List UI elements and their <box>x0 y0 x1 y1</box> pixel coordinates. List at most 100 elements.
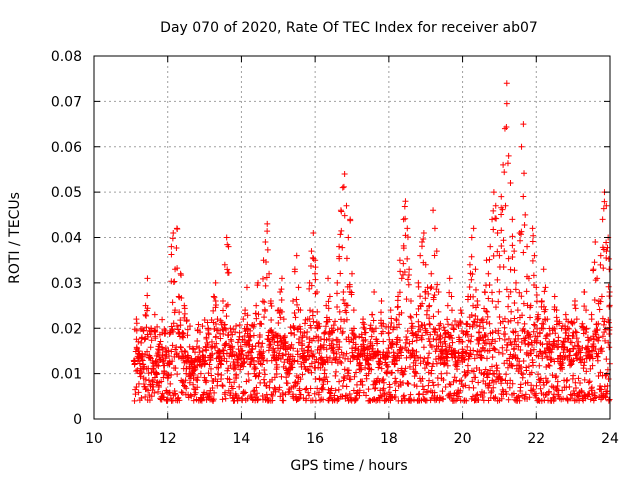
data-point <box>144 292 151 299</box>
data-point <box>472 286 479 293</box>
data-point <box>525 363 532 370</box>
data-point <box>448 293 455 300</box>
data-point <box>341 366 348 373</box>
data-point <box>485 384 492 391</box>
data-point <box>336 308 343 315</box>
data-point <box>570 345 577 352</box>
data-point <box>433 248 440 255</box>
data-point <box>597 346 604 353</box>
data-point <box>161 369 168 376</box>
data-point <box>573 335 580 342</box>
data-point <box>159 329 166 336</box>
data-point <box>601 383 608 390</box>
data-point <box>529 238 536 245</box>
data-point <box>220 307 227 314</box>
data-point <box>345 355 352 362</box>
data-point <box>515 335 522 342</box>
data-point <box>341 170 348 177</box>
data-point <box>336 253 343 260</box>
data-point <box>365 370 372 377</box>
data-point <box>333 350 340 357</box>
data-point <box>282 340 289 347</box>
data-point <box>446 391 453 398</box>
data-point <box>143 312 150 319</box>
data-point <box>397 378 404 385</box>
data-point <box>515 393 522 400</box>
data-point <box>152 335 159 342</box>
data-point <box>499 206 506 213</box>
data-point <box>311 353 318 360</box>
data-point <box>471 355 478 362</box>
data-point <box>604 244 611 251</box>
data-point <box>259 355 266 362</box>
data-point <box>500 237 507 244</box>
data-point <box>210 307 217 314</box>
data-point <box>598 293 605 300</box>
data-point <box>214 378 221 385</box>
data-point <box>264 246 271 253</box>
data-point <box>440 395 447 402</box>
data-point <box>451 374 458 381</box>
data-point <box>590 333 597 340</box>
data-point <box>474 302 481 309</box>
data-point <box>413 337 420 344</box>
data-point <box>280 391 287 398</box>
data-point <box>508 308 515 315</box>
data-point <box>445 321 452 328</box>
data-point <box>145 354 152 361</box>
data-point <box>268 328 275 335</box>
data-point <box>337 270 344 277</box>
data-point <box>365 361 372 368</box>
data-point <box>369 311 376 318</box>
data-point <box>274 364 281 371</box>
data-point <box>291 331 298 338</box>
data-point <box>599 333 606 340</box>
data-point <box>248 345 255 352</box>
data-point <box>444 362 451 369</box>
data-point <box>468 351 475 358</box>
data-point <box>575 338 582 345</box>
data-point <box>406 363 413 370</box>
data-point <box>592 394 599 401</box>
data-point <box>421 355 428 362</box>
data-point <box>453 377 460 384</box>
data-point <box>380 379 387 386</box>
data-point <box>511 300 518 307</box>
data-point <box>227 336 234 343</box>
data-point <box>282 346 289 353</box>
data-point <box>312 257 319 264</box>
data-point <box>422 295 429 302</box>
data-point <box>473 322 480 329</box>
data-point <box>603 239 610 246</box>
data-point <box>563 316 570 323</box>
data-point <box>472 266 479 273</box>
data-point <box>523 349 530 356</box>
data-point <box>175 293 182 300</box>
data-point <box>380 385 387 392</box>
data-point <box>603 356 610 363</box>
data-point <box>525 330 532 337</box>
data-point <box>385 345 392 352</box>
data-point <box>429 379 436 386</box>
data-point <box>597 382 604 389</box>
data-point <box>442 334 449 341</box>
data-point <box>413 348 420 355</box>
data-point <box>449 321 456 328</box>
data-point <box>441 338 448 345</box>
data-point <box>275 320 282 327</box>
data-point <box>264 228 271 235</box>
data-point <box>509 242 516 249</box>
data-point <box>308 360 315 367</box>
data-point <box>581 359 588 366</box>
x-tick-labels: 10 12 14 16 18 20 22 24 <box>85 431 619 447</box>
data-point <box>133 336 140 343</box>
data-point <box>293 296 300 303</box>
data-point <box>492 304 499 311</box>
data-point <box>209 385 216 392</box>
data-point <box>372 384 379 391</box>
data-point <box>551 325 558 332</box>
data-point <box>494 229 501 236</box>
data-point <box>220 298 226 305</box>
data-point <box>546 341 553 348</box>
data-point <box>365 357 372 364</box>
